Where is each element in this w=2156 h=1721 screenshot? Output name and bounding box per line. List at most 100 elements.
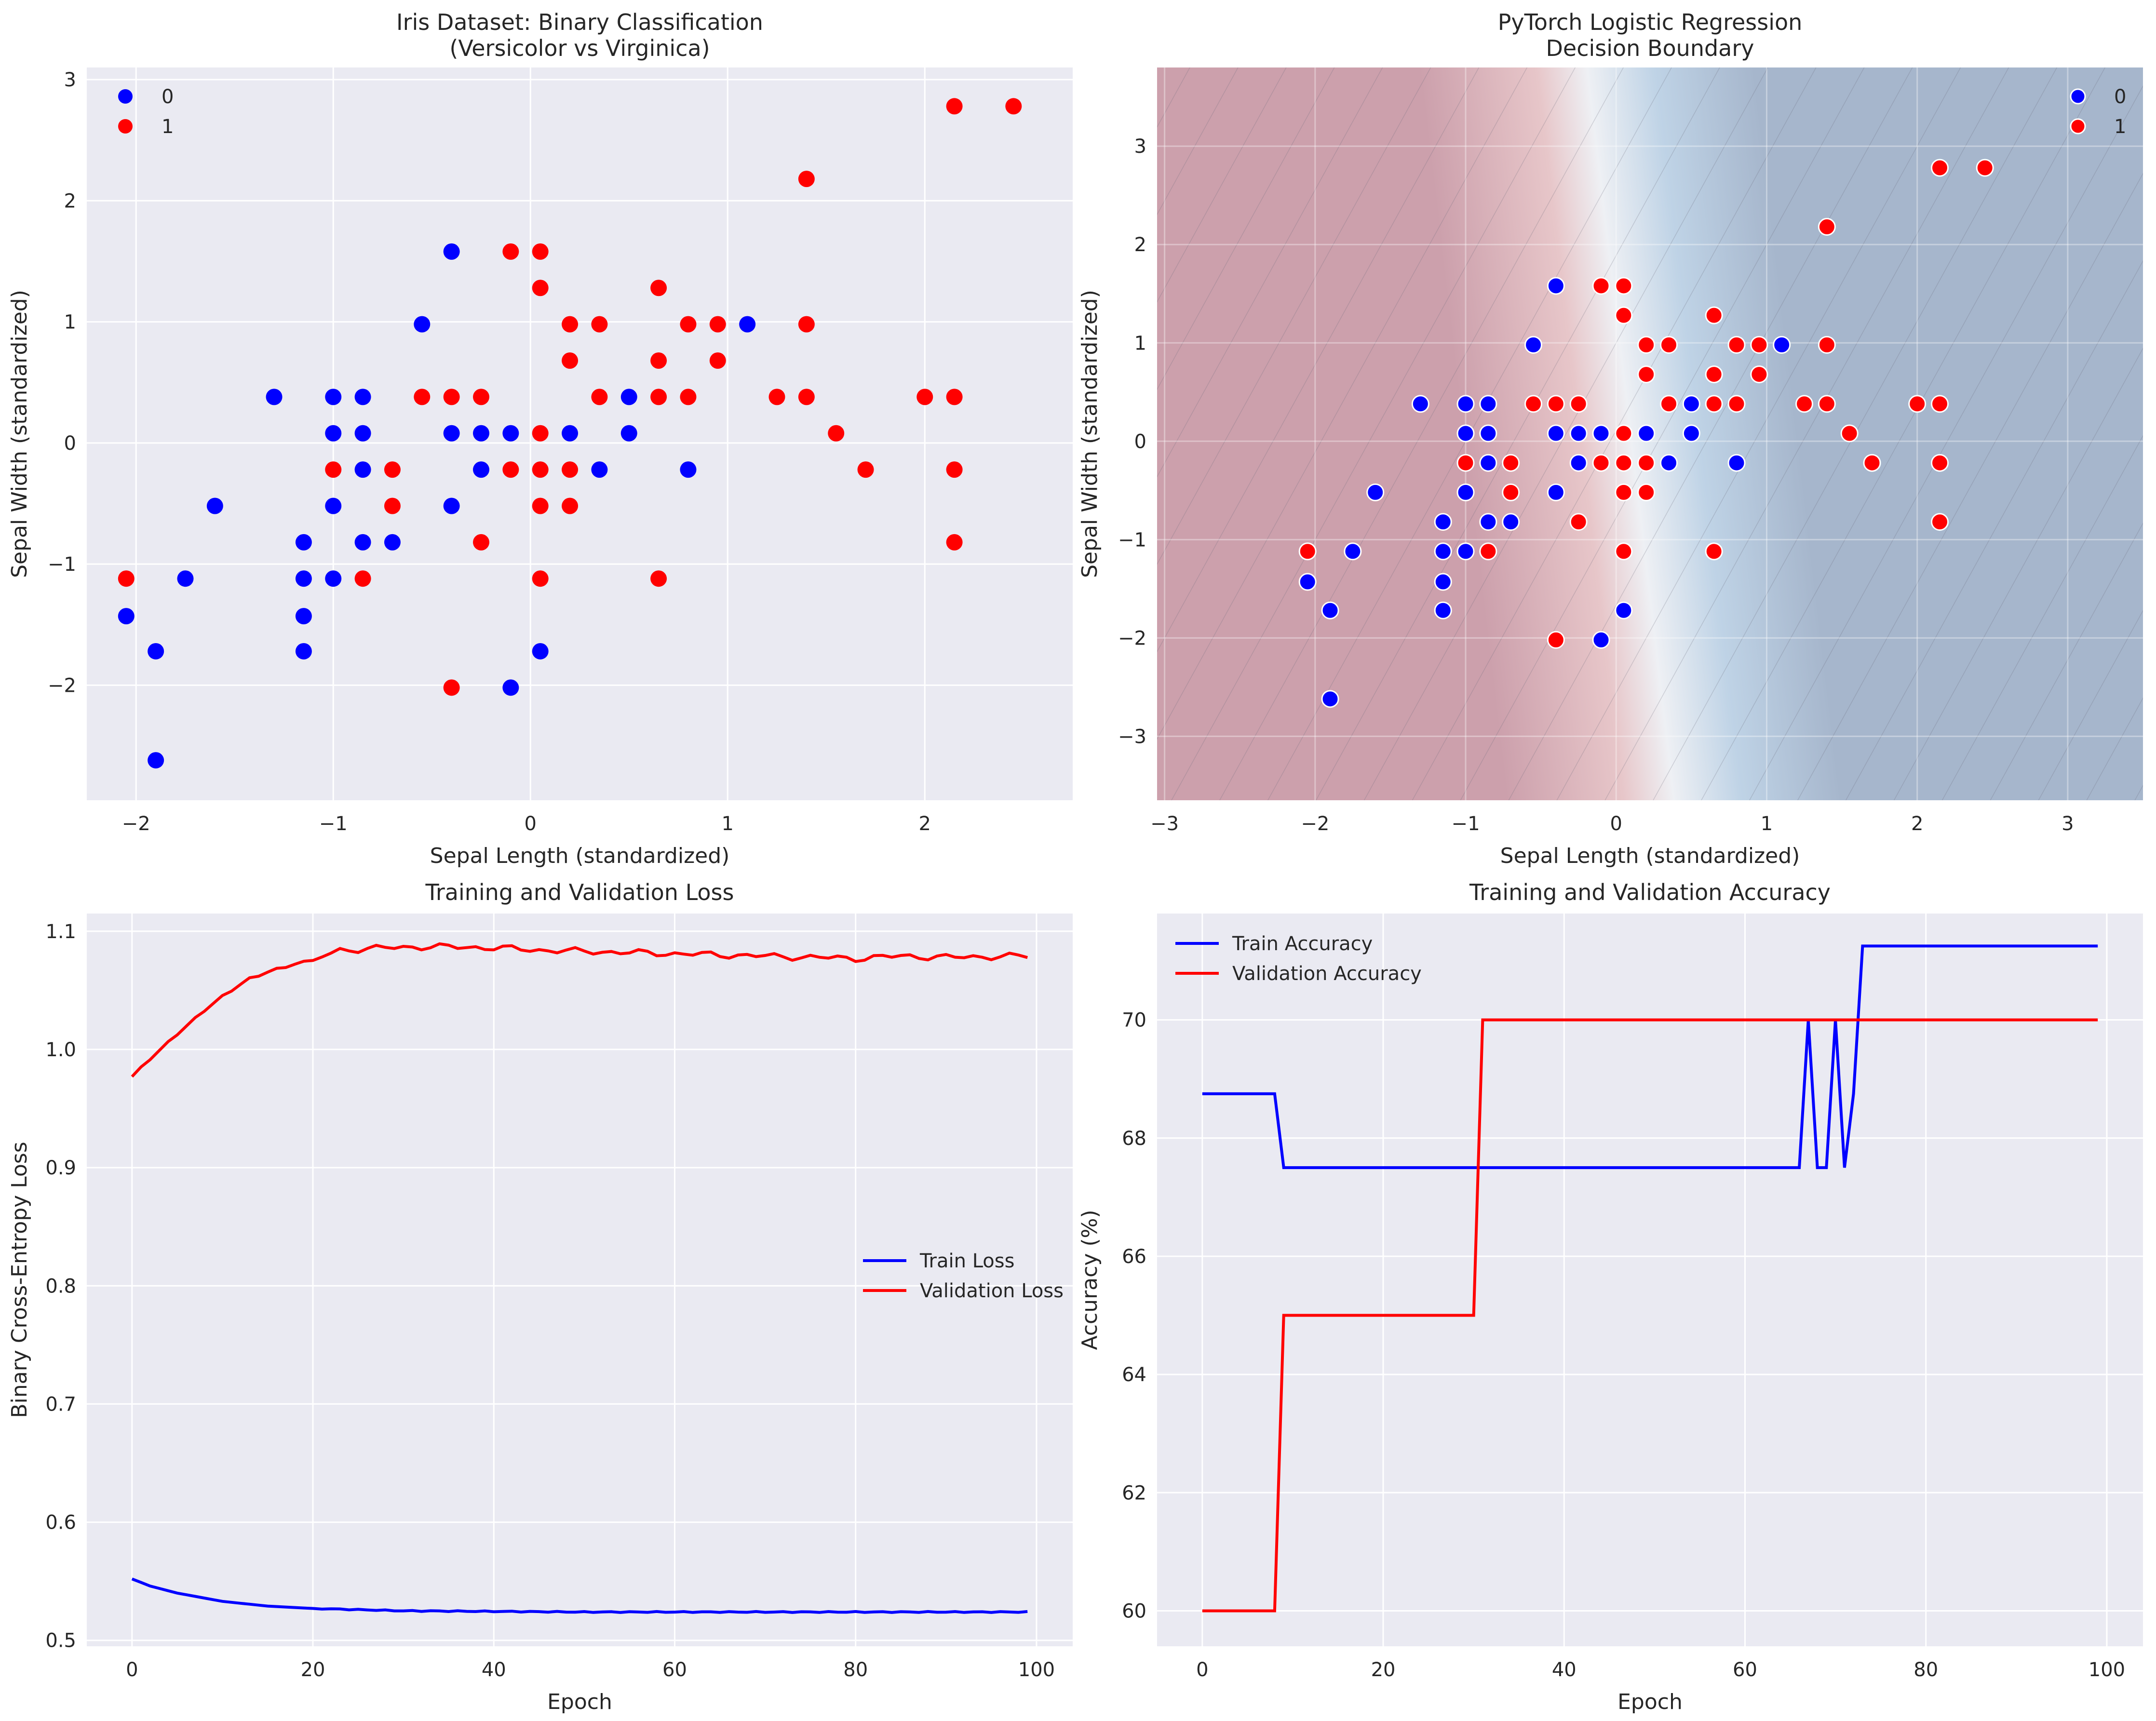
point-class-0 [1569, 424, 1588, 443]
y-tick-label: −2 [1118, 627, 1146, 649]
x-tick-label: −3 [1150, 813, 1179, 835]
point-class-0 [295, 643, 312, 659]
x-tick-label: −2 [122, 813, 150, 835]
point-class-0 [1321, 690, 1339, 708]
point-class-1 [532, 425, 549, 442]
y-tick-label: 62 [1122, 1482, 1146, 1504]
point-class-1 [532, 243, 549, 260]
x-tick-label: 3 [2062, 813, 2074, 835]
point-class-0 [1773, 336, 1791, 354]
point-class-1 [325, 461, 342, 478]
y-tick-label: 2 [64, 190, 76, 212]
point-class-0 [1547, 277, 1565, 295]
point-class-1 [1705, 365, 1723, 384]
point-class-1 [562, 316, 579, 333]
point-class-0 [1682, 424, 1700, 443]
y-tick-label: 3 [64, 69, 76, 91]
point-class-1 [1502, 454, 1520, 472]
point-class-1 [1479, 542, 1497, 561]
panel-3: 0 20 40 60 80 100 0.5 0.6 0.7 0.8 0.9 1.0 1.1 Train L… [7, 879, 1073, 1714]
panel-2: −3 −2 −1 0 1 2 3 −3 −2 −1 0 1 2 3 0 1 PyTorch Logistic R… [1078, 9, 2143, 868]
contour-line [1460, 67, 1865, 800]
point-class-0 [1298, 573, 1317, 591]
y-tick-label: −1 [1118, 529, 1146, 551]
y-tick-label: 0 [1134, 430, 1146, 453]
point-class-0 [1456, 395, 1475, 413]
point-class-0 [443, 425, 460, 442]
contour-line [1941, 435, 2143, 800]
point-class-1 [828, 425, 845, 442]
point-class-0 [473, 461, 489, 478]
point-class-0 [1366, 483, 1385, 501]
contour-line [1556, 67, 1961, 800]
point-class-1 [1705, 542, 1723, 561]
point-class-1 [562, 497, 579, 514]
point-class-0 [414, 316, 431, 333]
title-line: Decision Boundary [1546, 35, 1754, 61]
contour-line [1749, 85, 2143, 800]
point-class-1 [354, 570, 371, 587]
point-class-1 [946, 389, 963, 405]
lines-layer [1202, 944, 2098, 1613]
point-class-1 [798, 171, 815, 188]
contour-line [1846, 260, 2143, 800]
point-class-0 [1434, 601, 1452, 619]
legend-label: Train Loss [919, 1250, 1014, 1272]
contour-line [1157, 67, 1431, 565]
point-class-1 [1705, 395, 1723, 413]
point-class-0 [1479, 395, 1497, 413]
point-class-0 [443, 497, 460, 514]
point-class-1 [798, 389, 815, 405]
legend-marker [118, 119, 133, 134]
point-class-1 [562, 461, 579, 478]
y-tick-label: 3 [1134, 135, 1146, 158]
point-class-1 [1615, 277, 1633, 295]
y-tick-label: 0 [64, 432, 76, 455]
title-line: (Versicolor vs Virginica) [449, 35, 710, 61]
contour-line [1157, 67, 1335, 390]
y-tick-label: 0.9 [45, 1157, 76, 1179]
point-class-0 [502, 679, 519, 696]
title-line: Training and Validation Loss [425, 879, 734, 905]
point-class-1 [709, 316, 726, 333]
point-class-1 [502, 461, 519, 478]
point-class-1 [443, 679, 460, 696]
y-tick-label: 0.6 [45, 1512, 76, 1534]
point-class-1 [1637, 454, 1656, 472]
point-class-1 [857, 461, 874, 478]
point-class-1 [473, 389, 489, 405]
x-tick-label: 2 [919, 813, 931, 835]
point-class-0 [1344, 542, 1362, 561]
point-class-1 [591, 389, 608, 405]
point-class-1 [532, 461, 549, 478]
point-class-1 [473, 534, 489, 551]
point-class-1 [650, 389, 667, 405]
point-class-0 [473, 425, 489, 442]
x-tick-label: 100 [2089, 1659, 2125, 1681]
point-class-0 [620, 425, 637, 442]
x-tick-label: −1 [319, 813, 348, 835]
point-class-1 [680, 389, 697, 405]
point-class-1 [1750, 336, 1768, 354]
train-accuracy-line [1202, 944, 2098, 1170]
point-class-0 [591, 461, 608, 478]
point-class-1 [1637, 336, 1656, 354]
x-tick-label: 80 [1913, 1659, 1938, 1681]
legend-label: Validation Accuracy [1232, 963, 1422, 985]
contour-line [1157, 67, 1528, 740]
point-class-1 [591, 316, 608, 333]
chart-title: PyTorch Logistic Regression Decision Boun… [1498, 9, 1803, 61]
x-tick-label: 0 [126, 1659, 138, 1681]
x-tick-label: 0 [1196, 1659, 1208, 1681]
point-class-1 [1615, 424, 1633, 443]
title-line: Training and Validation Accuracy [1469, 879, 1831, 905]
y-tick-label: 1 [1134, 332, 1146, 354]
point-class-0 [1434, 573, 1452, 591]
point-class-0 [1637, 424, 1656, 443]
contour-line [1316, 67, 1720, 800]
x-tick-label: 60 [1733, 1659, 1757, 1681]
point-class-1 [384, 461, 401, 478]
plot-area [87, 914, 1073, 1646]
point-class-0 [325, 497, 342, 514]
y-tick-label: 64 [1122, 1364, 1146, 1386]
